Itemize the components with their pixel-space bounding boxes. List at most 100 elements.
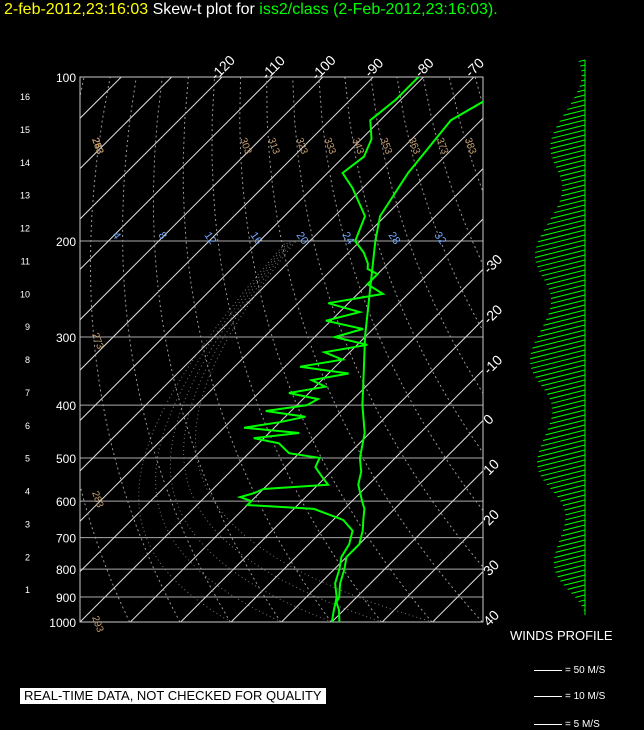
wind-barb: [536, 250, 585, 262]
theta-label: 353: [378, 136, 394, 156]
wind-barb: [541, 375, 585, 386]
wind-barb: [560, 575, 585, 581]
wind-barb: [564, 580, 585, 585]
wind-barb: [563, 500, 585, 506]
wind-barb: [546, 310, 585, 320]
isotherm-line: [80, 77, 625, 622]
wind-barb: [543, 315, 585, 325]
winds-profile: [530, 60, 585, 615]
isotherm-line: [30, 77, 575, 622]
dry-adiabat-line: [154, 77, 281, 622]
pressure-tick-label: 1000: [49, 616, 76, 630]
wind-barb: [562, 180, 585, 186]
wind-barb: [572, 590, 585, 593]
mixing-ratio-label: 28: [386, 230, 403, 247]
wind-barb-legend-icon: [534, 696, 562, 697]
dry-adiabat-line: [475, 77, 644, 622]
wind-barb: [577, 90, 585, 92]
wind-barb: [535, 365, 585, 377]
wind-barb: [552, 150, 585, 158]
pressure-tick-label: 600: [56, 495, 76, 509]
height-km-label: 10: [20, 289, 30, 299]
wind-barb: [564, 520, 585, 525]
top-temperature-label: -80: [411, 55, 437, 81]
pressure-tick-label: 500: [56, 452, 76, 466]
height-km-label: 11: [21, 256, 30, 266]
wind-barb: [536, 235, 585, 247]
dry-adiabat-line: [606, 77, 644, 622]
height-km-label: 7: [25, 388, 30, 398]
wind-barb: [535, 240, 585, 252]
wind-barb: [582, 605, 585, 606]
dry-adiabat-line: [501, 77, 644, 622]
wind-barb: [547, 215, 585, 224]
wind-barb: [561, 175, 585, 181]
top-temperature-label: -90: [361, 55, 387, 81]
wind-barb: [539, 460, 585, 472]
top-temperature-label: -110: [258, 52, 289, 83]
winds-profile-title: WINDS PROFILE: [510, 628, 613, 643]
wind-barb: [561, 190, 585, 196]
wind-barb: [550, 480, 585, 489]
wind-legend-label: = 50 M/S: [534, 665, 605, 676]
wind-barb: [580, 85, 585, 86]
dry-adiabat-line: [371, 77, 644, 622]
isotherm-line: [332, 77, 644, 622]
axis-labels: 1002003004005006007008009001000161514131…: [20, 52, 506, 635]
wind-barb: [561, 530, 585, 536]
wind-barb: [547, 385, 585, 394]
wind-barb: [547, 275, 585, 285]
height-km-label: 3: [25, 519, 30, 529]
wind-barb: [563, 110, 585, 115]
wind-barb: [538, 445, 585, 457]
pressure-tick-label: 300: [56, 331, 76, 345]
dry-adiabat-line: [397, 77, 644, 622]
wind-barb: [545, 380, 585, 390]
wind-barb: [567, 105, 585, 109]
wind-barb: [537, 325, 585, 337]
wind-barb: [540, 320, 585, 331]
wind-barb: [564, 505, 585, 510]
wind-barb: [538, 370, 585, 382]
wind-legend-text: = 50 M/S: [565, 665, 605, 676]
quality-disclaimer: REAL-TIME DATA, NOT CHECKED FOR QUALITY: [20, 688, 326, 704]
wind-barb: [541, 435, 585, 446]
wind-barb: [581, 80, 585, 81]
pressure-tick-label: 700: [56, 532, 76, 546]
pressure-tick-label: 400: [56, 399, 76, 413]
wind-barb: [575, 95, 585, 98]
right-temperature-label: -20: [480, 301, 506, 327]
sounding-profiles: [240, 77, 509, 622]
wind-barb: [551, 135, 585, 144]
height-km-label: 4: [25, 487, 30, 497]
theta-label: 333: [322, 136, 338, 156]
wind-barb: [580, 65, 585, 66]
pressure-tick-label: 100: [56, 71, 76, 85]
wind-barb: [560, 495, 585, 501]
wind-barb: [560, 115, 585, 121]
dry-adiabat-line: [345, 77, 634, 622]
dry-adiabat-line: [319, 77, 583, 622]
wind-barb: [551, 145, 585, 154]
wind-barb: [552, 130, 585, 138]
wind-barb-legend-icon: [534, 724, 562, 725]
wind-barb: [563, 525, 585, 530]
theta-label: 323: [293, 136, 309, 156]
wind-barb: [552, 405, 585, 413]
wind-barb: [552, 400, 585, 408]
wind-barb: [579, 60, 585, 62]
wind-barb: [568, 585, 585, 589]
height-km-label: 13: [20, 191, 30, 201]
wind-barb: [550, 140, 585, 149]
moist-adiabat-line: [196, 241, 433, 622]
wind-barb: [537, 450, 585, 462]
theta-label: 243: [89, 136, 105, 156]
wind-barb: [535, 245, 585, 257]
pressure-tick-label: 900: [56, 591, 76, 605]
wind-legend-text: = 5 M/S: [565, 719, 600, 730]
wind-barb: [537, 455, 585, 467]
moist-adiabat-line: [170, 241, 332, 622]
height-km-label: 9: [25, 322, 30, 332]
wind-barb: [539, 440, 585, 452]
